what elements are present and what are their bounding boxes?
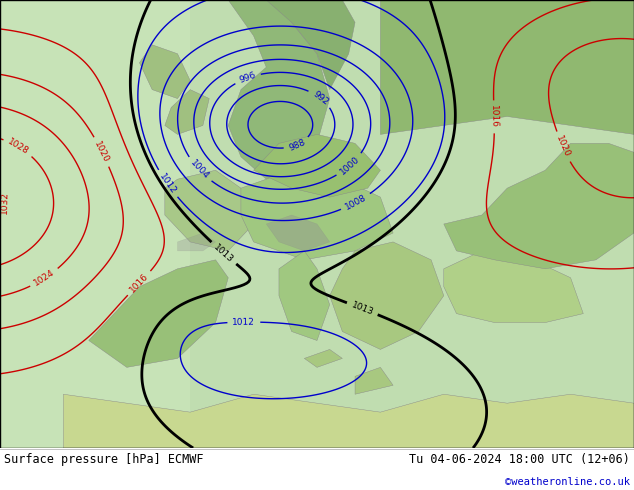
Text: 1013: 1013 xyxy=(350,300,375,317)
Polygon shape xyxy=(444,251,583,322)
Polygon shape xyxy=(139,45,190,98)
Text: Tu 04-06-2024 18:00 UTC (12+06): Tu 04-06-2024 18:00 UTC (12+06) xyxy=(409,453,630,466)
Text: 1020: 1020 xyxy=(93,140,111,164)
Text: 1016: 1016 xyxy=(489,105,499,128)
Polygon shape xyxy=(444,144,634,269)
Text: 1013: 1013 xyxy=(212,242,235,264)
Text: Surface pressure [hPa] ECMWF: Surface pressure [hPa] ECMWF xyxy=(4,453,204,466)
Text: 1032: 1032 xyxy=(0,191,10,214)
Polygon shape xyxy=(355,368,393,394)
Text: 1000: 1000 xyxy=(339,154,361,176)
Text: 1012: 1012 xyxy=(157,172,178,196)
Text: 1020: 1020 xyxy=(554,135,572,159)
Text: 988: 988 xyxy=(287,137,307,152)
Text: 1028: 1028 xyxy=(6,137,30,156)
Text: 1012: 1012 xyxy=(232,318,256,327)
Text: 1004: 1004 xyxy=(188,158,210,181)
Text: 1024: 1024 xyxy=(32,268,56,288)
Polygon shape xyxy=(254,134,380,197)
Text: ©weatheronline.co.uk: ©weatheronline.co.uk xyxy=(505,477,630,487)
Polygon shape xyxy=(266,0,355,90)
Polygon shape xyxy=(178,233,216,251)
Text: 992: 992 xyxy=(311,89,330,107)
Polygon shape xyxy=(304,349,342,368)
Bar xyxy=(0,0,190,448)
Polygon shape xyxy=(89,260,228,368)
Polygon shape xyxy=(63,394,634,448)
Polygon shape xyxy=(279,251,330,341)
Polygon shape xyxy=(165,170,254,251)
Polygon shape xyxy=(241,170,393,260)
Polygon shape xyxy=(266,215,330,251)
Polygon shape xyxy=(228,0,330,179)
Polygon shape xyxy=(165,90,209,134)
Polygon shape xyxy=(380,0,634,134)
Text: 1016: 1016 xyxy=(128,272,150,294)
Text: 1008: 1008 xyxy=(344,193,368,212)
Polygon shape xyxy=(330,242,444,349)
Text: 996: 996 xyxy=(238,71,257,85)
